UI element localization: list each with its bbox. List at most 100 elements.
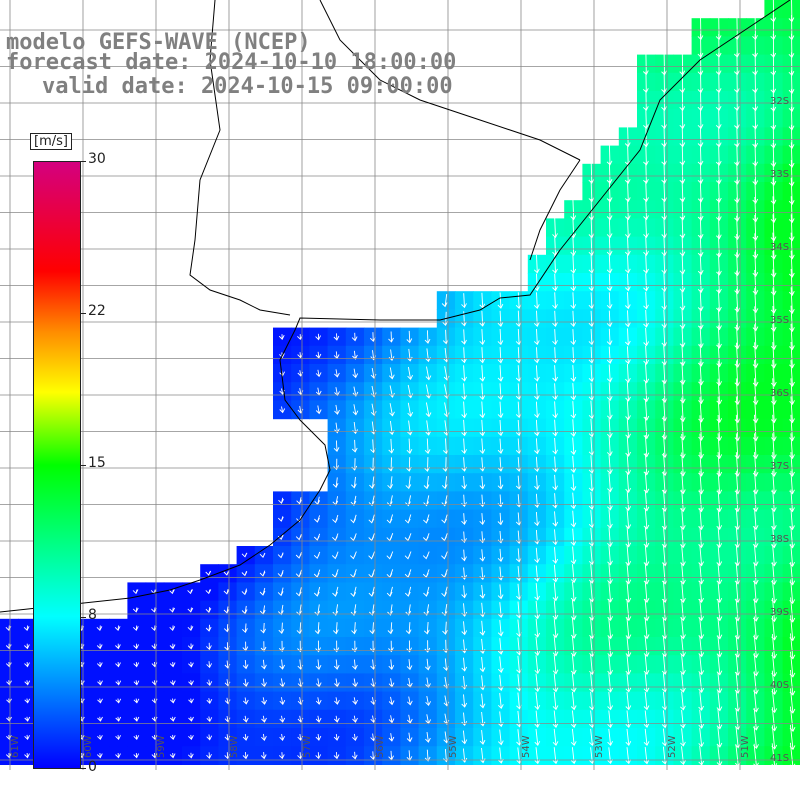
wind-arrow	[789, 452, 795, 477]
wind-arrow	[661, 673, 668, 693]
wind-arrow	[169, 680, 176, 686]
wind-arrow	[388, 640, 394, 653]
wind-arrow	[223, 588, 230, 595]
wind-arrow	[643, 199, 649, 221]
wind-arrow	[789, 396, 795, 424]
wind-arrow	[734, 396, 741, 424]
wind-arrow	[552, 401, 559, 419]
wind-arrow	[351, 640, 358, 653]
wind-arrow	[570, 273, 577, 292]
wind-arrow	[497, 656, 504, 673]
wind-arrow	[188, 680, 194, 686]
wind-arrow	[461, 585, 468, 599]
longitude-label: 56W	[375, 735, 386, 758]
wind-arrow	[169, 698, 176, 704]
wind-arrow	[206, 661, 213, 669]
wind-arrow	[679, 452, 686, 477]
wind-arrow	[624, 254, 631, 274]
wind-arrow	[423, 604, 430, 616]
wind-arrow	[552, 673, 559, 693]
wind-arrow	[625, 673, 632, 693]
wind-arrow	[97, 734, 103, 741]
wind-arrow	[570, 617, 577, 639]
wind-arrow	[588, 418, 595, 438]
wind-arrow	[661, 489, 668, 512]
wind-arrow	[313, 551, 321, 560]
river-border-lines	[189, 0, 581, 316]
wind-arrow	[788, 196, 795, 224]
wind-arrow	[187, 589, 194, 595]
colorbar-tick-22: 22	[88, 303, 106, 319]
wind-arrow	[789, 341, 795, 369]
wind-arrow	[260, 622, 267, 634]
wind-arrow	[661, 272, 668, 292]
wind-arrow	[461, 293, 467, 309]
wind-arrow	[206, 642, 212, 651]
wind-arrow	[115, 698, 122, 704]
wind-arrow	[625, 728, 632, 746]
wind-arrow	[441, 495, 448, 507]
wind-arrow	[625, 472, 632, 493]
wind-arrow	[479, 513, 486, 526]
wind-arrow	[241, 570, 248, 577]
wind-arrow	[479, 365, 486, 382]
wind-arrow	[771, 743, 778, 769]
wind-arrow	[332, 533, 339, 542]
wind-arrow	[643, 217, 649, 239]
wind-arrow	[734, 270, 741, 295]
wind-arrow	[133, 661, 140, 668]
wind-arrow	[422, 551, 430, 560]
wind-arrow	[643, 327, 650, 347]
wind-arrow	[588, 217, 595, 239]
wind-arrow	[734, 378, 741, 405]
wind-arrow	[752, 107, 759, 130]
wind-arrow	[606, 328, 613, 346]
wind-arrow	[315, 715, 322, 723]
wind-arrow	[661, 508, 668, 530]
wind-arrow	[313, 569, 321, 578]
wind-arrow	[588, 455, 595, 474]
wind-arrow	[661, 327, 668, 347]
wind-arrow	[570, 419, 577, 437]
wind-arrow	[24, 716, 31, 722]
wind-arrow	[295, 587, 302, 597]
wind-arrow	[570, 691, 577, 711]
wind-arrow	[752, 196, 759, 223]
wind-arrow	[552, 273, 558, 292]
wind-arrow	[679, 326, 686, 348]
wind-arrow	[770, 396, 777, 424]
wind-arrow	[278, 752, 285, 760]
wind-arrow	[534, 383, 540, 400]
wind-arrow	[313, 533, 321, 541]
wind-arrow	[643, 381, 650, 403]
wind-arrow	[188, 698, 194, 704]
wind-arrow	[406, 438, 413, 454]
wind-arrow	[405, 476, 412, 490]
wind-arrow	[259, 570, 266, 577]
wind-arrow	[388, 715, 395, 724]
wind-arrow	[388, 438, 395, 454]
wind-arrow	[404, 551, 412, 560]
wind-arrow	[716, 307, 722, 331]
wind-arrow	[315, 640, 322, 653]
wind-arrow	[679, 272, 686, 293]
wind-arrow	[570, 728, 577, 747]
wind-arrow	[404, 514, 412, 524]
wind-arrow	[406, 732, 413, 743]
wind-arrow	[241, 605, 248, 615]
wind-arrow	[643, 398, 650, 421]
wind-arrow	[606, 292, 613, 310]
wind-arrow	[169, 643, 176, 650]
wind-arrow	[698, 470, 704, 495]
wind-arrow	[570, 528, 577, 546]
wind-arrow	[788, 287, 795, 314]
wind-arrow	[698, 691, 705, 711]
wind-arrow	[5, 661, 12, 668]
wind-arrow	[770, 414, 777, 442]
wind-arrow	[534, 438, 540, 455]
wind-arrow	[734, 252, 741, 277]
wind-arrow	[643, 309, 649, 328]
wind-arrow	[533, 254, 540, 274]
wind-arrow	[169, 661, 176, 668]
